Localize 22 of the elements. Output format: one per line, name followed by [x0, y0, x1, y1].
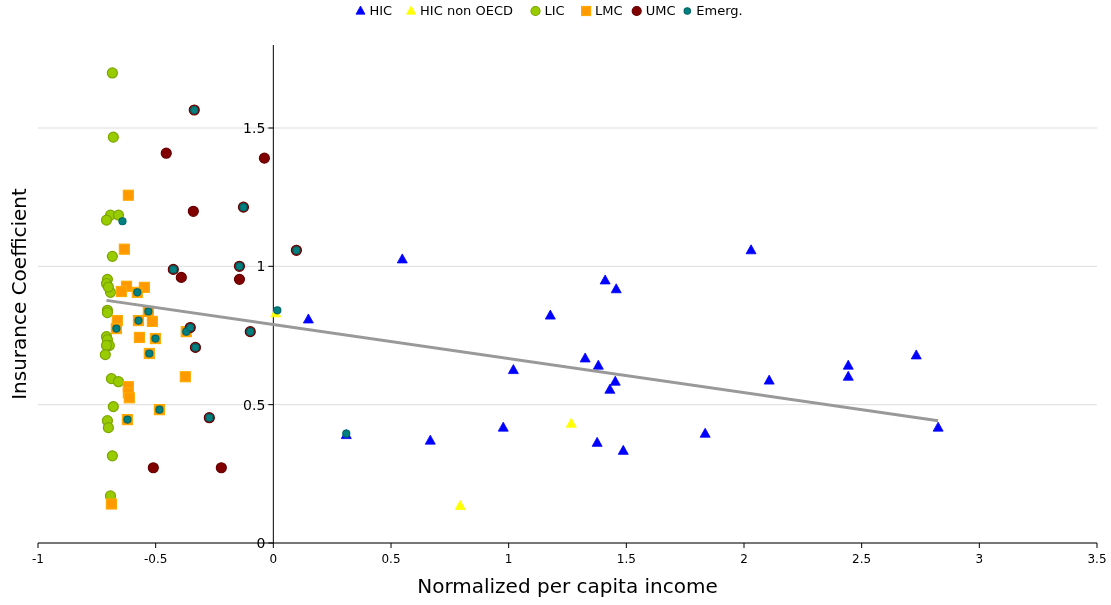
x-tick-label: 2.5: [852, 552, 872, 566]
legend-label: LIC: [544, 3, 565, 18]
legend-label: Emerg.: [696, 3, 743, 18]
legend-label: HIC: [369, 3, 393, 18]
x-tick-label: -1: [32, 552, 44, 566]
y-tick-label: 1: [256, 258, 266, 275]
legend-label: UMC: [645, 3, 676, 18]
x-tick-label: 3.5: [1087, 552, 1107, 566]
x-tick-label: -0.5: [143, 552, 168, 566]
y-tick-label: 0.5: [243, 396, 266, 413]
x-tick-label: 2: [740, 552, 748, 566]
x-axis-title: Normalized per capita income: [417, 574, 718, 598]
legend-label: HIC non OECD: [420, 3, 514, 18]
x-tick-label: 3: [975, 552, 984, 566]
legend-label: LMC: [595, 3, 623, 18]
y-tick-label: 1.5: [243, 120, 266, 136]
x-tick-label: 1: [504, 552, 513, 566]
y-tick-label: 0: [256, 535, 266, 551]
y-axis-title: Insurance Coefficient: [7, 187, 31, 400]
x-tick-label: 0.5: [381, 552, 401, 566]
x-tick-label: 1.5: [616, 552, 636, 566]
x-tick-label: 0: [269, 552, 278, 566]
